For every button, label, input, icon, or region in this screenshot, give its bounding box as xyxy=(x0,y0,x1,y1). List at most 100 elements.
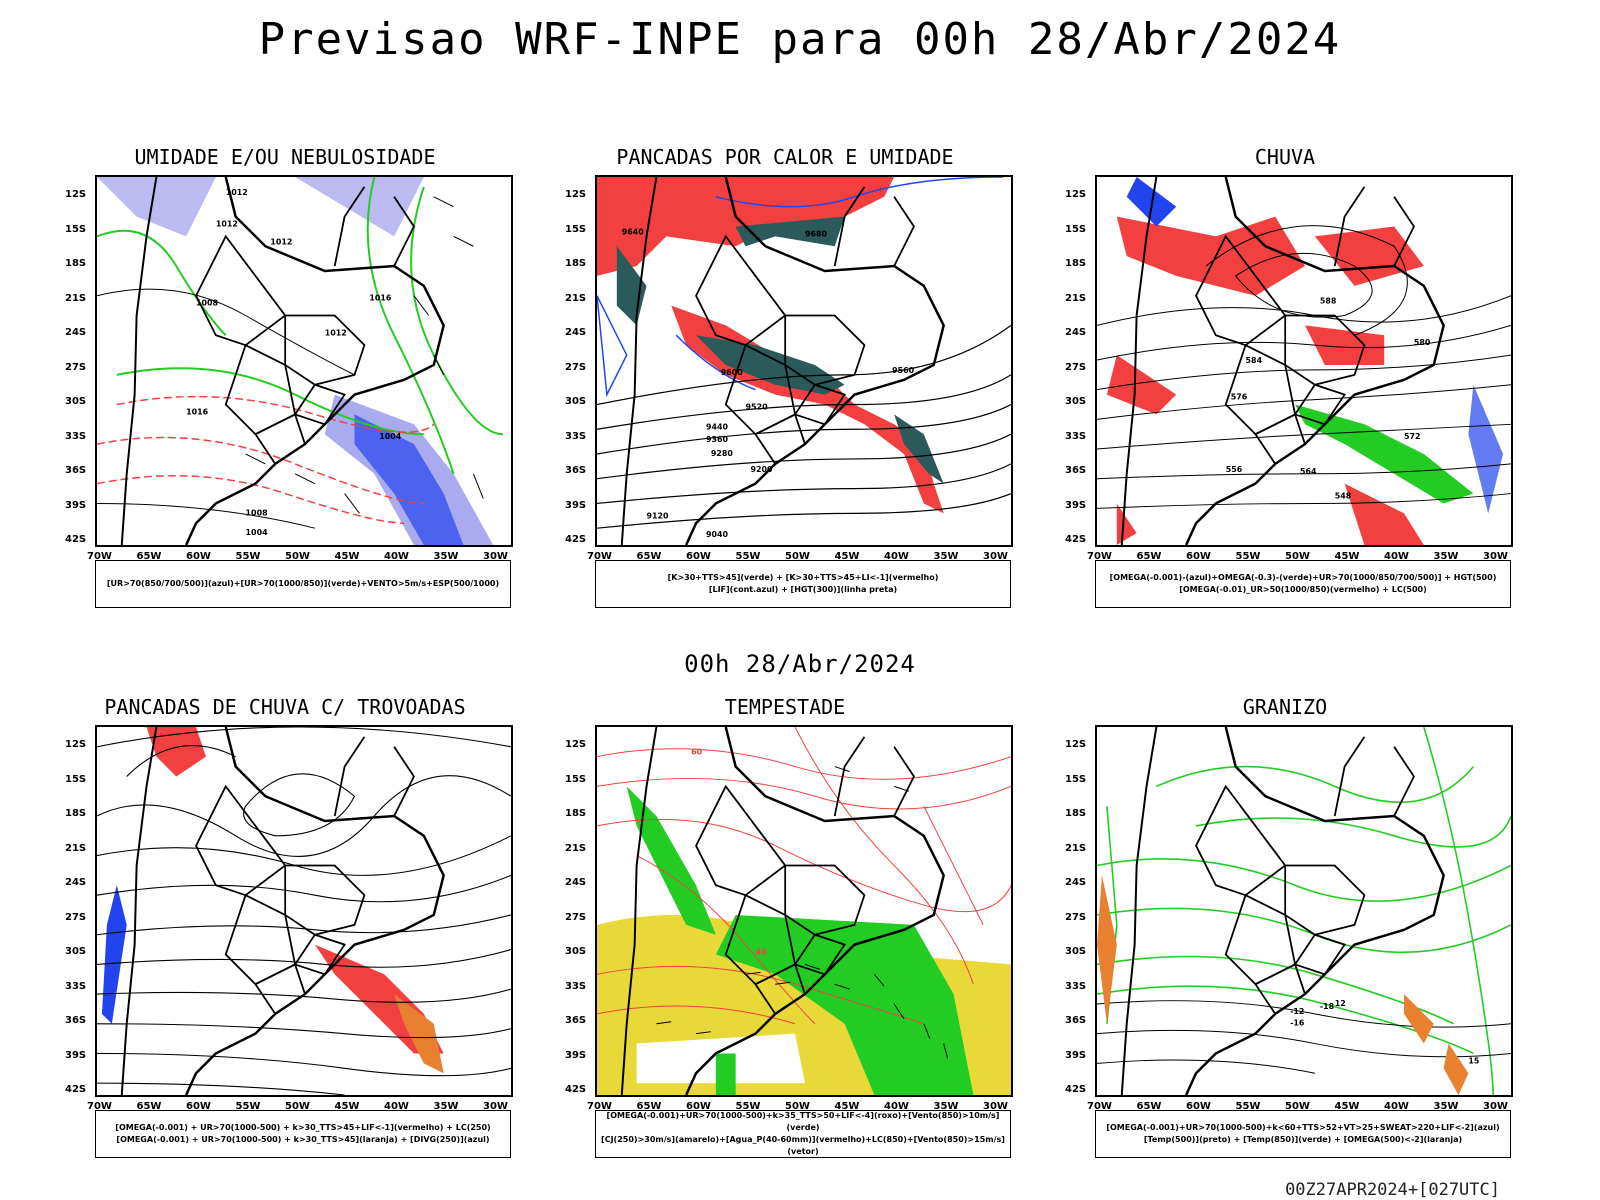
lon-label: 65W xyxy=(636,1101,662,1112)
lat-label: 30S xyxy=(1065,396,1087,407)
panel-title: UMIDADE E/OU NEBULOSIDADE xyxy=(134,145,436,169)
lat-label: 24S xyxy=(1065,327,1087,338)
contour-label: 9280 xyxy=(711,449,734,458)
lon-label: 30W xyxy=(483,1101,508,1112)
lon-label: 35W xyxy=(433,551,459,562)
lon-label: 40W xyxy=(1384,551,1409,562)
lat-label: 42S xyxy=(1065,1084,1087,1095)
lat-label: 27S xyxy=(565,361,587,373)
lat-label: 24S xyxy=(65,877,87,888)
lon-label: 60W xyxy=(686,1101,711,1112)
lon-label: 45W xyxy=(1334,1101,1360,1112)
lat-label: 18S xyxy=(65,258,87,269)
lat-label: 33S xyxy=(565,980,587,992)
contour-label: 1012 xyxy=(325,328,347,337)
lat-label: 21S xyxy=(1065,842,1087,854)
panel-legend: [OMEGA(-0.001)-(azul)+OMEGA(-0.3)-(verde… xyxy=(1095,560,1511,608)
lon-label: 55W xyxy=(735,551,761,562)
lon-label: 60W xyxy=(1186,551,1211,562)
legend-line: [OMEGA(-0.001)-(azul)+OMEGA(-0.3)-(verde… xyxy=(1109,573,1497,582)
lon-label: 55W xyxy=(235,1101,261,1112)
lat-label: 42S xyxy=(65,1084,87,1095)
lat-label: 39S xyxy=(65,499,87,511)
lon-label: 45W xyxy=(1334,551,1360,562)
lat-label: 39S xyxy=(1065,1049,1087,1061)
contour-label: 15 xyxy=(1468,1056,1479,1065)
lon-label: 45W xyxy=(334,1101,360,1112)
lat-label: 12S xyxy=(1065,739,1087,750)
lat-label: 39S xyxy=(565,1049,587,1061)
lon-label: 30W xyxy=(1483,551,1508,562)
lat-label: 39S xyxy=(65,1049,87,1061)
lat-label: 33S xyxy=(65,980,87,992)
lon-label: 35W xyxy=(433,1101,459,1112)
lat-label: 21S xyxy=(1065,292,1087,304)
lat-label: 15S xyxy=(565,223,587,235)
contour-label: 1004 xyxy=(246,528,269,537)
lon-label: 60W xyxy=(1186,1101,1211,1112)
contour-label: 1012 xyxy=(216,219,238,228)
legend-line: [K>30+TTS>45](verde) + [K>30+TTS>45+LI<-… xyxy=(667,573,939,582)
lon-label: 30W xyxy=(483,551,508,562)
contour-label: 9560 xyxy=(892,366,915,375)
lat-label: 36S xyxy=(65,1015,87,1026)
lon-label: 60W xyxy=(186,1101,211,1112)
main-title: Previsao WRF-INPE para 00h 28/Abr/2024 xyxy=(258,14,1342,65)
lat-label: 36S xyxy=(1065,465,1087,476)
map-tempestade[interactable]: 60 40 xyxy=(595,725,1013,1097)
lon-label: 65W xyxy=(136,551,162,562)
lat-label: 21S xyxy=(565,292,587,304)
lat-label: 42S xyxy=(1065,534,1087,545)
legend-line: [LIF](cont.azul) + [HGT(300)](linha pret… xyxy=(708,585,898,594)
lon-label: 65W xyxy=(636,551,662,562)
contour-label: 40 xyxy=(755,948,767,957)
lat-label: 42S xyxy=(565,534,587,545)
lon-label: 65W xyxy=(1136,1101,1162,1112)
lon-label: 30W xyxy=(983,1101,1008,1112)
contour-label: 564 xyxy=(1300,467,1317,476)
lat-label: 15S xyxy=(1065,773,1087,785)
panel-legend: [OMEGA(-0.001)+UR>70(1000-500)+k>35_TTS>… xyxy=(595,1110,1011,1158)
lon-label: 50W xyxy=(1285,551,1310,562)
map-chuva[interactable]: 588 584 580 576 572 564 556 548 xyxy=(1095,175,1513,547)
contour-label: 9600 xyxy=(721,368,744,377)
contour-label: 9640 xyxy=(622,227,645,236)
contour-label: 1012 xyxy=(270,237,292,246)
map-pancadas-calor[interactable]: 9680 9640 9600 9560 9520 9440 9360 9280 … xyxy=(595,175,1013,547)
lat-label: 33S xyxy=(65,430,87,442)
lat-label: 18S xyxy=(65,808,87,819)
lat-label: 42S xyxy=(565,1084,587,1095)
lat-label: 24S xyxy=(565,877,587,888)
lon-label: 70W xyxy=(587,551,612,562)
panel-pancadas-calor: PANCADAS POR CALOR E UMIDADE 9680 xyxy=(555,145,1015,615)
lon-label: 50W xyxy=(1285,1101,1310,1112)
contour-label: 9680 xyxy=(805,229,828,238)
contour-label: -16 xyxy=(1290,1019,1305,1028)
lon-label: 40W xyxy=(884,551,909,562)
lon-label: 35W xyxy=(933,551,959,562)
lon-label: 70W xyxy=(1087,1101,1112,1112)
panel-legend: [UR>70(850/700/500)](azul)+[UR>70(1000/8… xyxy=(95,560,511,608)
lon-label: 45W xyxy=(834,1101,860,1112)
contour-label: 1012 xyxy=(226,188,248,197)
map-granizo[interactable]: -12 -16 -18 15 12 xyxy=(1095,725,1513,1097)
contour-label: -18 xyxy=(1320,1002,1335,1011)
panel-title: PANCADAS POR CALOR E UMIDADE xyxy=(616,145,954,169)
lat-label: 27S xyxy=(65,911,87,923)
map-trovoadas[interactable] xyxy=(95,725,513,1097)
lat-label: 12S xyxy=(565,739,587,750)
map-umidade[interactable]: 1012 1012 1012 1008 1016 1012 1016 1004 … xyxy=(95,175,513,547)
lat-label: 21S xyxy=(65,842,87,854)
lon-label: 60W xyxy=(686,551,711,562)
lon-label: 35W xyxy=(933,1101,959,1112)
lat-label: 12S xyxy=(65,739,87,750)
lat-label: 36S xyxy=(565,465,587,476)
lat-label: 15S xyxy=(65,773,87,785)
legend-line: [OMEGA(-0.001) + UR>70(1000-500) + k>30_… xyxy=(115,1123,491,1132)
lon-label: 65W xyxy=(1136,551,1162,562)
lat-label: 12S xyxy=(565,189,587,200)
lat-label: 24S xyxy=(1065,877,1087,888)
lon-label: 40W xyxy=(884,1101,909,1112)
panel-chuva: CHUVA 588 xyxy=(1055,145,1515,615)
legend-line: [OMEGA(-0.001)+UR>70(1000-500)+k>35_TTS>… xyxy=(606,1111,1000,1132)
